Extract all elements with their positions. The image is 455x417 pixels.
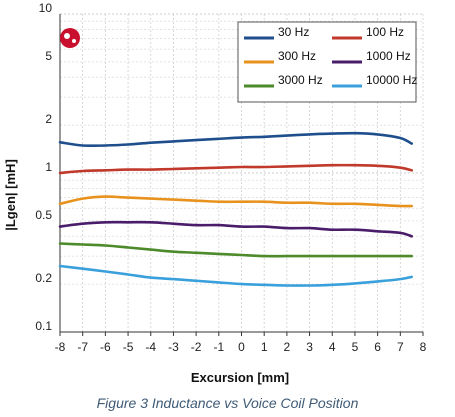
series-line-30-hz (58, 131, 413, 148)
x-tick-label: 2 (284, 340, 291, 354)
y-tick-label: 0.5 (35, 208, 52, 222)
legend-entry: 300 Hz (278, 49, 316, 63)
x-tick-label: 3 (306, 340, 313, 354)
x-tick-label: 4 (329, 340, 336, 354)
legend-entry: 3000 Hz (278, 73, 323, 87)
y-tick-label: 2 (45, 112, 52, 126)
legend: 30 Hz 100 Hz 300 Hz 1000 Hz 3000 Hz 10000 Hz (237, 21, 417, 103)
series-line-1000-hz (58, 220, 413, 238)
series-lines (58, 131, 413, 287)
y-tick-label: 5 (45, 49, 52, 63)
legend-entry: 100 Hz (366, 25, 404, 39)
x-tick-label: -8 (55, 340, 66, 354)
y-axis-label: |Lgen| [mH] (3, 159, 18, 231)
legend-entry: 30 Hz (278, 25, 309, 39)
x-tick-label: -4 (145, 340, 156, 354)
series-line-10000-hz (58, 264, 413, 287)
legend-entry: 1000 Hz (366, 49, 411, 63)
inductance-chart: -8 -7 -6 -5 -4 -3 -2 -1 0 1 2 3 4 5 6 7 80.10.20.512510 … (3, 1, 427, 385)
y-tick-label: 10 (39, 1, 53, 15)
x-axis-label: Excursion [mm] (191, 370, 289, 385)
series-line-100-hz (58, 163, 413, 175)
x-tick-label: -6 (100, 340, 111, 354)
speaker-logo-icon (60, 28, 80, 48)
x-tick-label: 5 (352, 340, 359, 354)
x-tick-label: -7 (77, 340, 88, 354)
figure-caption: Figure 3 Inductance vs Voice Coil Positi… (96, 395, 359, 411)
x-tick-label: -5 (123, 340, 134, 354)
y-tick-label: 0.1 (35, 319, 52, 333)
x-tick-label: -2 (191, 340, 202, 354)
x-tick-label: 7 (397, 340, 404, 354)
x-tick-label: 1 (261, 340, 268, 354)
x-tick-label: 8 (420, 340, 427, 354)
y-tick-label: 1 (45, 160, 52, 174)
series-line-3000-hz (58, 242, 413, 258)
legend-entry: 10000 Hz (366, 73, 417, 87)
x-tick-label: -3 (168, 340, 179, 354)
x-tick-label: 0 (238, 340, 245, 354)
x-tick-label: 6 (374, 340, 381, 354)
y-tick-label: 0.2 (35, 271, 52, 285)
series-line-300-hz (58, 195, 413, 208)
x-tick-label: -1 (213, 340, 224, 354)
